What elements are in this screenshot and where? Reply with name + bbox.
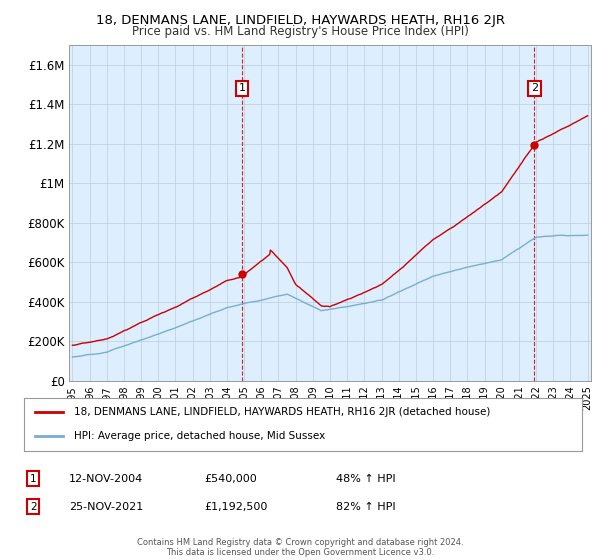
Text: 18, DENMANS LANE, LINDFIELD, HAYWARDS HEATH, RH16 2JR: 18, DENMANS LANE, LINDFIELD, HAYWARDS HE… bbox=[95, 14, 505, 27]
Text: £1,192,500: £1,192,500 bbox=[204, 502, 268, 512]
Text: 1: 1 bbox=[30, 474, 37, 484]
Text: 1: 1 bbox=[238, 83, 245, 94]
Text: 18, DENMANS LANE, LINDFIELD, HAYWARDS HEATH, RH16 2JR (detached house): 18, DENMANS LANE, LINDFIELD, HAYWARDS HE… bbox=[74, 408, 491, 418]
Text: 2: 2 bbox=[30, 502, 37, 512]
Text: Contains HM Land Registry data © Crown copyright and database right 2024.
This d: Contains HM Land Registry data © Crown c… bbox=[137, 538, 463, 557]
Text: 82% ↑ HPI: 82% ↑ HPI bbox=[336, 502, 395, 512]
Text: 2: 2 bbox=[531, 83, 538, 94]
Text: 25-NOV-2021: 25-NOV-2021 bbox=[69, 502, 143, 512]
Text: £540,000: £540,000 bbox=[204, 474, 257, 484]
Text: HPI: Average price, detached house, Mid Sussex: HPI: Average price, detached house, Mid … bbox=[74, 431, 325, 441]
Text: Price paid vs. HM Land Registry's House Price Index (HPI): Price paid vs. HM Land Registry's House … bbox=[131, 25, 469, 38]
Text: 12-NOV-2004: 12-NOV-2004 bbox=[69, 474, 143, 484]
Text: 48% ↑ HPI: 48% ↑ HPI bbox=[336, 474, 395, 484]
